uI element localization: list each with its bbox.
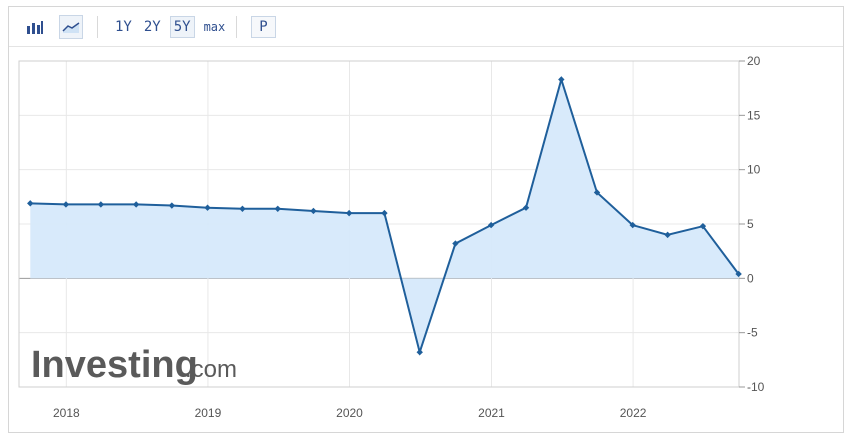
data-point [345,209,353,217]
x-tick-label: 2020 [336,406,363,420]
watermark-suffix: .com [185,356,237,383]
x-axis: 2018 2019 2020 2021 2022 [53,406,647,420]
data-point [381,209,388,217]
data-point [168,202,176,209]
data-point [558,76,565,83]
chart-widget: 1Y 2Y 5Y max P 20 15 10 5 0 -5 -10 2018 2019 202… [8,6,844,433]
data-point [487,221,495,229]
area-chart-icon[interactable] [59,14,83,39]
data-point [27,200,34,207]
toolbar-separator-2 [236,15,238,38]
chart-toolbar: 1Y 2Y 5Y max P [9,7,843,47]
data-point [132,201,140,208]
data-point [522,204,530,211]
watermark-brand: Investing [31,344,198,386]
y-tick-label: 0 [747,271,754,285]
y-tick-label: 20 [747,54,761,68]
x-tick-label: 2018 [53,406,80,420]
range-max-button[interactable]: max [203,19,226,34]
p-button[interactable]: P [251,15,276,38]
data-point [239,205,246,212]
y-tick-label: 5 [747,217,754,231]
data-point [310,207,317,215]
x-tick-label: 2021 [478,406,505,420]
range-1y-button[interactable]: 1Y [115,18,132,35]
area-chart: 20 15 10 5 0 -5 -10 2018 2019 2020 2021 2022 Inves… [18,54,765,420]
toolbar-separator [97,15,98,38]
data-point [97,201,105,208]
y-tick-label: 10 [747,163,761,177]
data-point [593,189,601,196]
y-axis: 20 15 10 5 0 -5 -10 [739,54,765,394]
data-point [699,222,707,230]
data-points [27,76,742,356]
data-point [274,205,281,212]
data-point [664,231,671,239]
range-5y-button[interactable]: 5Y [169,15,195,38]
data-point [629,221,636,229]
range-2y-button[interactable]: 2Y [143,18,161,35]
y-tick-label: -10 [747,380,765,394]
data-point [452,240,459,247]
y-tick-label: 15 [747,108,761,122]
data-point [416,349,423,356]
x-tick-label: 2019 [195,406,222,420]
data-point [204,204,211,211]
data-point [735,270,742,278]
x-tick-label: 2022 [620,406,647,420]
watermark: Investing .com [31,344,237,386]
bar-chart-icon[interactable] [23,15,47,39]
data-point [62,201,70,208]
y-tick-label: -5 [747,326,758,340]
